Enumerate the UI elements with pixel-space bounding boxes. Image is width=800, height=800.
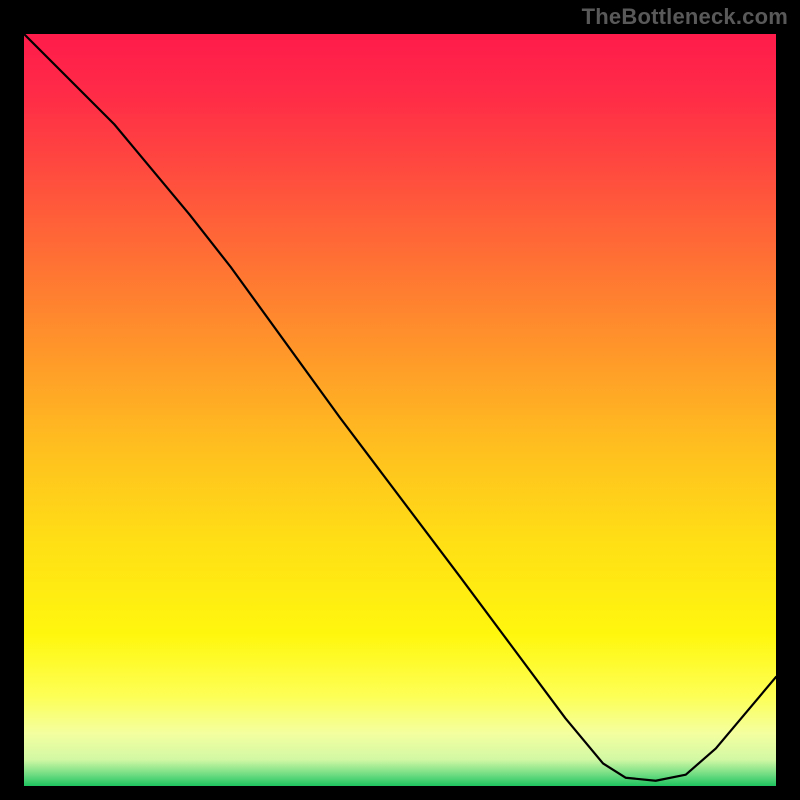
chart-container: TheBottleneck.com	[0, 0, 800, 800]
plot-background	[24, 34, 776, 786]
bottleneck-chart	[0, 0, 800, 800]
watermark-text: TheBottleneck.com	[582, 4, 788, 30]
